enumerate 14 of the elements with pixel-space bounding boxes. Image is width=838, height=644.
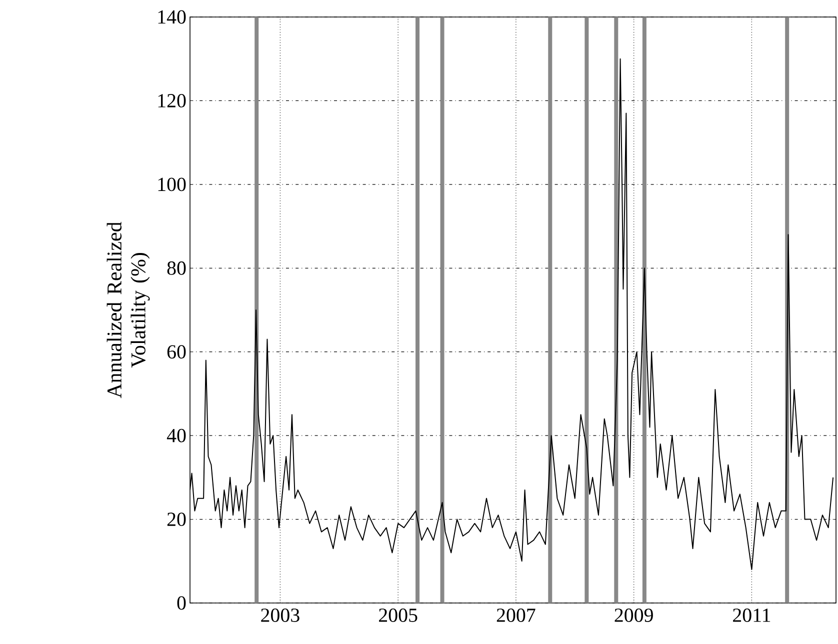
y-tick-label: 40 xyxy=(166,428,186,442)
x-tick-label: 2007 xyxy=(496,608,536,622)
x-tick-label: 2003 xyxy=(261,608,300,622)
y-tick-label: 20 xyxy=(167,512,186,526)
y-tick-label: 100 xyxy=(158,178,186,192)
y-tick-label: 140 xyxy=(158,10,186,24)
y-tick-label: 0 xyxy=(177,596,186,610)
y-tick-label: 60 xyxy=(167,345,186,359)
x-tick-label: 2011 xyxy=(733,608,770,622)
x-tick-label: 2009 xyxy=(614,608,653,622)
x-tick-label: 2005 xyxy=(379,608,418,622)
y-tick-label: 80 xyxy=(167,261,186,275)
y-axis-title: Annualized Realized Volatility (%) xyxy=(106,222,150,398)
y-tick-label: 120 xyxy=(158,94,186,108)
